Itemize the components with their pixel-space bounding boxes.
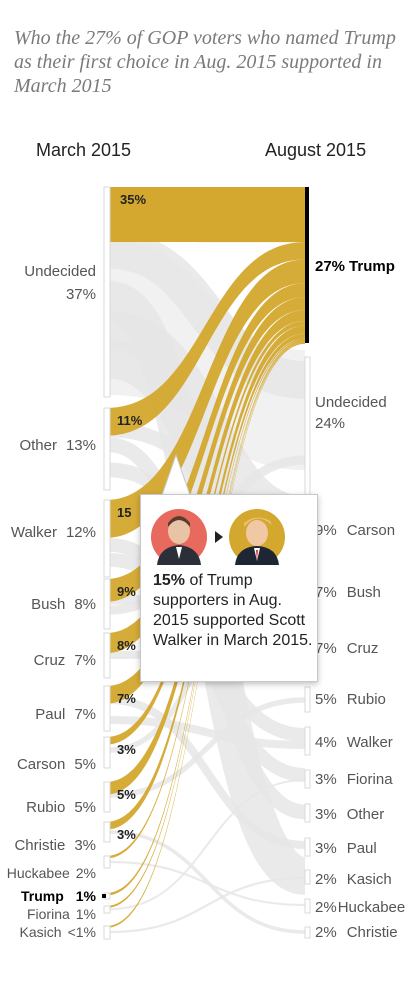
- trump-flow-label-undecided: 35%: [120, 192, 146, 207]
- march-label-fiorina: Fiorina 1%: [27, 906, 96, 922]
- march-node-other: [103, 407, 111, 491]
- march-label-bush: Bush 8%: [31, 596, 96, 613]
- march-node-rubio: [103, 781, 111, 813]
- march-label-undecided: Undecided: [24, 263, 96, 280]
- august-node-fiorina: [304, 769, 311, 789]
- march-label-paul: Paul 7%: [35, 706, 96, 723]
- august-label-rubio: 5% Rubio: [315, 691, 386, 708]
- august-node-walker: [304, 726, 311, 756]
- august-label-fiorina: 3% Fiorina: [315, 771, 393, 788]
- trump-flow-label-cruz: 8%: [117, 638, 136, 653]
- august-node-rubio: [304, 686, 311, 713]
- august-label-cruz: 7% Cruz: [315, 640, 378, 657]
- march-node-undecided: [103, 186, 111, 398]
- trump-flow-label-paul: 7%: [117, 691, 136, 706]
- march-node-carson: [103, 736, 111, 769]
- august-label-bush: 7% Bush: [315, 584, 381, 601]
- august-label-carson: 9% Carson: [315, 522, 395, 539]
- march-node-walker: [103, 499, 111, 578]
- march-label-cruz: Cruz 7%: [34, 652, 96, 669]
- trump-flow-label-other: 11%: [117, 413, 143, 428]
- triangle-right-icon: [215, 531, 223, 543]
- august-label-kasich: 2% Kasich: [315, 871, 392, 888]
- trump-flow-from-other: [106, 242, 305, 436]
- march-label-walker: Walker 12%: [11, 524, 96, 541]
- august-node-paul: [304, 837, 311, 857]
- gray-flow-christie-to-christie: [109, 830, 306, 934]
- chart-title: Who the 27% of GOP voters who named Trum…: [14, 27, 396, 97]
- august-label-huckabee: 2%Huckabee: [315, 899, 405, 916]
- march-node-huckabee: [103, 855, 111, 869]
- august-node-trump: [305, 187, 309, 343]
- august-node-kasich: [304, 869, 311, 885]
- trump-flow-label-rubio: 5%: [117, 787, 136, 802]
- august-value-undecided: 24%: [315, 415, 345, 432]
- march-value-undecided: 37%: [66, 286, 96, 303]
- august-node-other: [304, 803, 311, 823]
- march-node-cruz: [103, 632, 111, 679]
- august-label-walker: 4% Walker: [315, 734, 393, 751]
- march-node-bush: [103, 578, 111, 630]
- labels: 35% 11% 15 9% 8% 7% 3% 5% 3% Undecided 37% Other 13%…: [7, 192, 406, 941]
- trump-flow-label-christie: 3%: [117, 827, 136, 842]
- scott-walker-portrait-icon: [151, 509, 207, 565]
- march-node-paul: [103, 685, 111, 732]
- trump-flow-label-carson: 3%: [117, 742, 136, 757]
- trump-flow-from-bush: [106, 283, 305, 602]
- tooltip-percent: 15%: [153, 572, 186, 589]
- august-label-undecided: Undecided: [315, 394, 387, 411]
- march-label-christie: Christie 3%: [14, 837, 96, 854]
- march-node-christie: [103, 821, 111, 843]
- march-label-huckabee: Huckabee 2%: [7, 865, 96, 881]
- august-label-other: 3% Other: [315, 806, 384, 823]
- donald-trump-portrait-icon: [229, 509, 285, 565]
- march-node-kasich: [103, 925, 111, 940]
- tooltip-icons: [151, 509, 285, 565]
- tooltip-body: of Trump supporters in Aug. 2015 support…: [153, 572, 313, 649]
- march-label-kasich: Kasich <1%: [20, 924, 96, 940]
- august-node-huckabee: [304, 898, 311, 914]
- march-node-fiorina: [103, 905, 111, 914]
- tooltip-text: 15% of Trump supporters in Aug. 2015 sup…: [153, 571, 313, 651]
- march-label-rubio: Rubio 5%: [26, 799, 96, 816]
- august-node-undecided: [304, 356, 311, 498]
- trump-flow-label-walker: 15: [117, 505, 131, 520]
- trump-flow-from-walker: [106, 259, 305, 538]
- trump-flow-label-bush: 9%: [117, 584, 136, 599]
- august-2015-header: August 2015: [265, 140, 367, 160]
- august-label-trump: 27% Trump: [315, 258, 395, 275]
- gray-flow-rubio-to-rubio: [109, 697, 306, 798]
- gray-flow-kasich-to-kasich: [109, 876, 306, 934]
- walker-tooltip: 15% of Trump supporters in Aug. 2015 sup…: [140, 494, 318, 682]
- march-label-carson: Carson 5%: [17, 756, 96, 773]
- march-label-other: Other 13%: [19, 437, 96, 454]
- trump-flow-from-cruz: [106, 297, 305, 654]
- march-trump-marker: [102, 894, 106, 898]
- gray-flow-undecided-to-undecided: [110, 240, 305, 470]
- march-label-trump: Trump 1%: [21, 888, 97, 904]
- august-node-christie: [304, 926, 311, 939]
- august-label-christie: 2% Christie: [315, 924, 398, 941]
- march-2015-header: March 2015: [36, 140, 132, 160]
- august-label-paul: 3% Paul: [315, 840, 377, 857]
- trump-flow-from-undecided: [106, 187, 305, 243]
